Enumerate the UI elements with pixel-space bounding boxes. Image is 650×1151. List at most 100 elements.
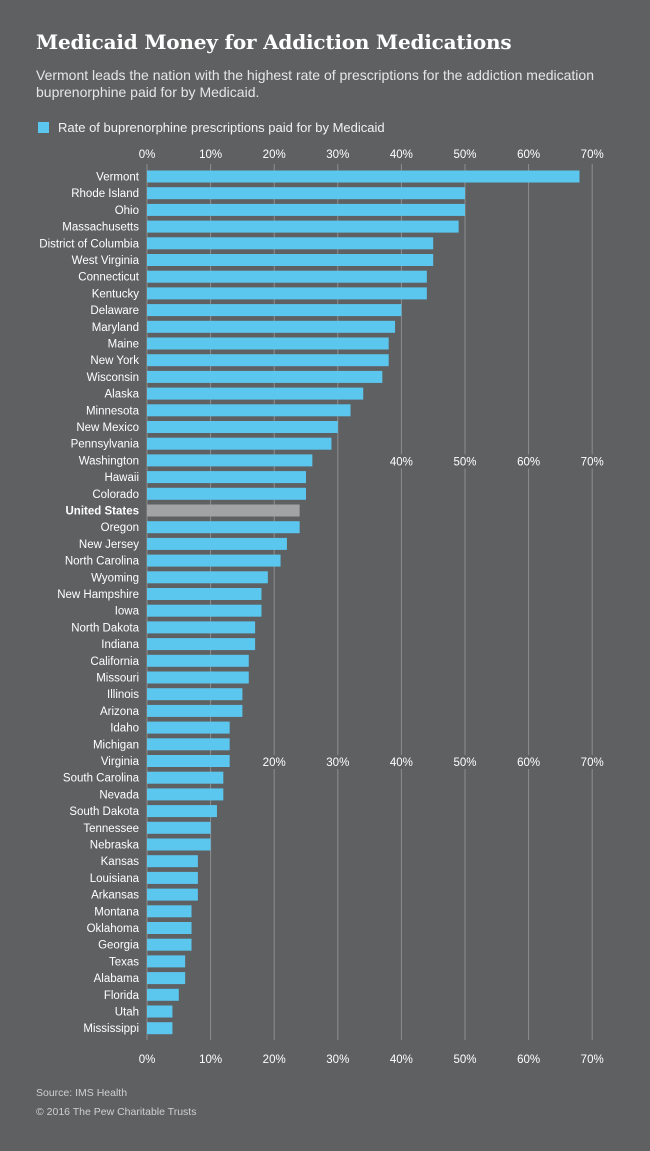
bar-iowa: [147, 604, 262, 617]
bar-united-states: [147, 504, 300, 517]
legend-label: Rate of buprenorphine prescriptions paid…: [58, 120, 385, 135]
bar-michigan: [147, 738, 230, 751]
category-label: Florida: [104, 990, 140, 1002]
category-label: Idaho: [110, 723, 139, 735]
bottom-tick-label: 70%: [581, 1054, 604, 1066]
copyright-note: © 2016 The Pew Charitable Trusts: [36, 1106, 197, 1118]
bar-massachusetts: [147, 220, 459, 233]
category-label: Illinois: [107, 689, 139, 701]
bar-north-dakota: [147, 621, 256, 634]
category-label: Virginia: [101, 756, 140, 768]
category-label: Arkansas: [91, 890, 139, 902]
bar-new-york: [147, 354, 389, 367]
category-label: Rhode Island: [71, 188, 139, 200]
top-tick-label: 50%: [453, 149, 476, 161]
category-label: Montana: [94, 906, 139, 918]
bar-mississippi: [147, 1022, 173, 1035]
category-label: Iowa: [115, 606, 140, 618]
category-label: Arizona: [100, 706, 140, 718]
mid-tick-label: 40%: [390, 456, 413, 468]
legend: Rate of buprenorphine prescriptions paid…: [38, 120, 385, 135]
bar-vermont: [147, 170, 580, 183]
category-label: Wyoming: [91, 572, 139, 584]
mid-tick-label: 20%: [263, 757, 286, 769]
bar-new-mexico: [147, 421, 338, 433]
category-label: Ohio: [115, 205, 139, 217]
bar-new-jersey: [147, 537, 287, 550]
chart-title: Medicaid Money for Addiction Medications: [36, 30, 512, 54]
category-label: Texas: [109, 956, 139, 968]
bar-colorado: [147, 487, 306, 500]
bar-california: [147, 654, 249, 667]
category-label: Oklahoma: [87, 923, 140, 935]
bar-connecticut: [147, 270, 427, 283]
category-label: Mississippi: [83, 1023, 139, 1035]
bar-tennessee: [147, 821, 211, 834]
bar-indiana: [147, 638, 256, 651]
category-label: Pennsylvania: [71, 439, 140, 451]
top-tick-label: 70%: [581, 149, 604, 161]
category-label: California: [90, 656, 139, 668]
bar-georgia: [147, 938, 192, 951]
category-label: Nebraska: [90, 840, 140, 852]
category-label: Oregon: [101, 522, 139, 534]
tick-label-mask: [513, 454, 544, 469]
bar-arizona: [147, 704, 243, 717]
bar-nevada: [147, 788, 224, 801]
bar-south-carolina: [147, 771, 224, 784]
category-label: Wisconsin: [87, 372, 139, 384]
bar-district-of-columbia: [147, 237, 434, 250]
bar-louisiana: [147, 871, 198, 884]
mid-tick-label: 70%: [581, 757, 604, 769]
bar-delaware: [147, 304, 402, 317]
top-tick-label: 0%: [139, 149, 156, 161]
mid-tick-label: 30%: [326, 757, 349, 769]
bar-kansas: [147, 855, 198, 868]
category-label: United States: [66, 506, 140, 518]
category-label: Alaska: [104, 389, 139, 401]
bar-rhode-island: [147, 187, 465, 200]
mid-tick-label: 70%: [581, 456, 604, 468]
mid-tick-label: 50%: [453, 456, 476, 468]
bar-idaho: [147, 721, 230, 734]
bottom-tick-label: 40%: [390, 1054, 413, 1066]
category-label: South Carolina: [63, 773, 140, 785]
category-label: New Mexico: [76, 422, 139, 434]
tick-label-mask: [322, 755, 353, 769]
mid-tick-label: 40%: [390, 757, 413, 769]
bar-florida: [147, 988, 179, 1001]
category-label: Nevada: [99, 789, 139, 801]
bar-alaska: [147, 387, 364, 400]
tick-label-mask: [386, 755, 417, 769]
source-note: Source: IMS Health: [36, 1087, 128, 1099]
tick-label-mask: [450, 454, 480, 469]
tick-label-mask: [450, 755, 480, 769]
category-label: New Hampshire: [57, 589, 139, 601]
mid-tick-label: 50%: [453, 757, 476, 769]
category-label: Colorado: [92, 489, 139, 501]
category-label: Washington: [79, 455, 139, 467]
bar-maryland: [147, 320, 396, 333]
bar-texas: [147, 955, 186, 968]
top-tick-label: 60%: [517, 149, 540, 161]
tick-label-mask: [577, 454, 608, 469]
category-label: Missouri: [96, 673, 139, 685]
category-label: Minnesota: [86, 405, 140, 417]
category-label: Hawaii: [104, 472, 139, 484]
top-tick-label: 10%: [199, 149, 222, 161]
bar-kentucky: [147, 287, 427, 300]
bar-montana: [147, 905, 192, 918]
category-label: Alabama: [94, 973, 140, 985]
category-label: Maine: [108, 339, 139, 351]
bar-maine: [147, 337, 389, 350]
mid-tick-label: 60%: [517, 456, 540, 468]
category-label: Georgia: [98, 940, 140, 952]
top-tick-label: 30%: [326, 149, 349, 161]
bar-utah: [147, 1005, 173, 1018]
bottom-tick-label: 60%: [517, 1054, 540, 1066]
bar-missouri: [147, 671, 249, 684]
category-label: Maryland: [92, 322, 139, 334]
category-label: Connecticut: [78, 272, 140, 284]
tick-label-mask: [513, 755, 544, 769]
category-label: Kentucky: [92, 288, 140, 300]
